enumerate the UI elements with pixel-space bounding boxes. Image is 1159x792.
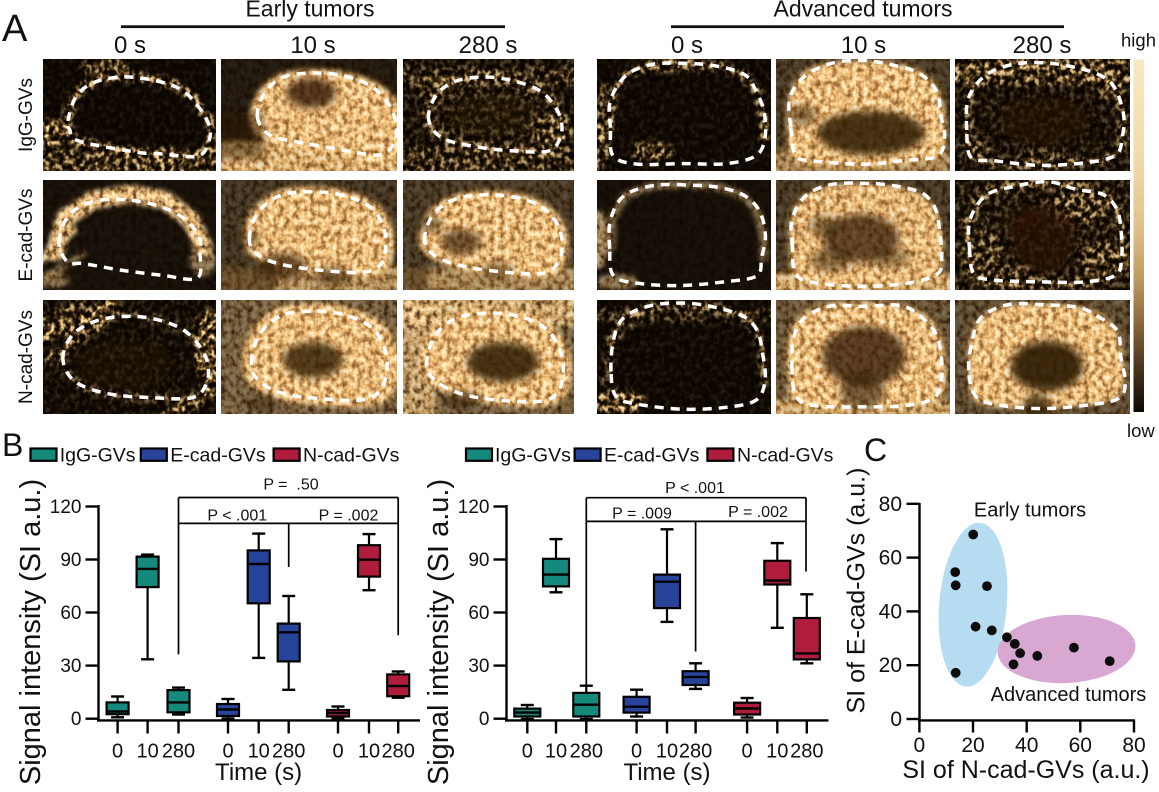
svg-text:280: 280 [162,741,195,763]
svg-text:0: 0 [222,741,233,763]
svg-text:SI of E-cad-GVs (a.u.): SI of E-cad-GVs (a.u.) [843,468,871,714]
svg-text:10: 10 [358,741,380,763]
svg-text:280: 280 [272,741,305,763]
svg-text:SI of N-cad-GVs (a.u.): SI of N-cad-GVs (a.u.) [902,756,1149,784]
svg-text:40: 40 [879,600,902,623]
svg-text:P = .009: P = .009 [612,506,672,523]
svg-text:60: 60 [879,547,902,570]
svg-text:high: high [1121,30,1156,51]
svg-text:Advanced tumors: Advanced tumors [991,684,1147,706]
svg-text:C: C [864,432,887,468]
svg-text:P = .002: P = .002 [319,507,379,524]
svg-text:0: 0 [914,734,926,757]
svg-text:Early tumors: Early tumors [974,500,1086,522]
svg-text:E-cad-GVs: E-cad-GVs [604,445,700,467]
svg-text:280: 280 [570,741,603,763]
svg-text:120: 120 [50,497,82,518]
svg-text:280 s: 280 s [459,32,518,59]
svg-text:E-cad-GVs: E-cad-GVs [16,189,37,282]
svg-text:0: 0 [479,709,490,730]
svg-text:40: 40 [1015,734,1038,757]
svg-text:P < .001: P < .001 [207,507,267,524]
svg-text:30: 30 [60,656,81,677]
svg-text:0: 0 [890,708,902,731]
svg-text:280: 280 [679,741,712,763]
svg-text:E-cad-GVs: E-cad-GVs [170,445,266,467]
svg-text:IgG-GVs: IgG-GVs [495,445,571,467]
svg-text:60: 60 [1069,734,1092,757]
svg-text:Advanced tumors: Advanced tumors [774,0,953,22]
svg-text:10: 10 [136,741,158,763]
svg-text:0: 0 [112,741,123,763]
svg-text:30: 30 [468,656,489,677]
svg-text:P < .001: P < .001 [665,480,725,497]
svg-text:0: 0 [742,741,753,763]
svg-text:IgG-GVs: IgG-GVs [60,445,136,467]
svg-text:120: 120 [458,497,490,518]
svg-text:Early tumors: Early tumors [245,0,374,22]
svg-text:20: 20 [879,654,902,677]
svg-text:90: 90 [60,550,81,571]
svg-text:20: 20 [961,734,984,757]
svg-text:Signal intensity (SI a.u.): Signal intensity (SI a.u.) [423,479,455,785]
svg-text:10: 10 [545,741,567,763]
svg-text:0 s: 0 s [671,32,703,59]
svg-text:60: 60 [60,603,81,624]
svg-text:0: 0 [522,741,533,763]
svg-text:Signal intensity (SI a.u.): Signal intensity (SI a.u.) [15,479,47,785]
svg-text:280 s: 280 s [1013,32,1072,59]
svg-text:280: 280 [382,741,415,763]
svg-text:80: 80 [1122,734,1145,757]
svg-text:80: 80 [879,493,902,516]
svg-text:60: 60 [468,603,489,624]
svg-text:90: 90 [468,550,489,571]
svg-text:IgG-GVs: IgG-GVs [16,78,37,152]
svg-text:10: 10 [248,741,270,763]
svg-text:0: 0 [332,741,343,763]
svg-text:280: 280 [790,741,823,763]
svg-text:A: A [2,8,28,50]
svg-text:P = .002: P = .002 [728,504,788,521]
svg-text:low: low [1127,420,1155,441]
svg-text:Time (s): Time (s) [215,759,302,786]
svg-text:N-cad-GVs: N-cad-GVs [303,445,400,467]
svg-text:10 s: 10 s [841,32,886,59]
svg-text:N-cad-GVs: N-cad-GVs [737,445,834,467]
svg-text:10: 10 [656,741,678,763]
svg-text:P = .50: P = .50 [263,477,318,494]
svg-text:N-cad-GVs: N-cad-GVs [16,310,37,404]
svg-text:10 s: 10 s [290,32,335,59]
svg-text:0 s: 0 s [114,32,146,59]
svg-text:B: B [2,427,23,463]
svg-text:0: 0 [71,709,82,730]
svg-text:10: 10 [766,741,788,763]
svg-text:Time (s): Time (s) [623,759,710,786]
svg-text:0: 0 [631,741,642,763]
